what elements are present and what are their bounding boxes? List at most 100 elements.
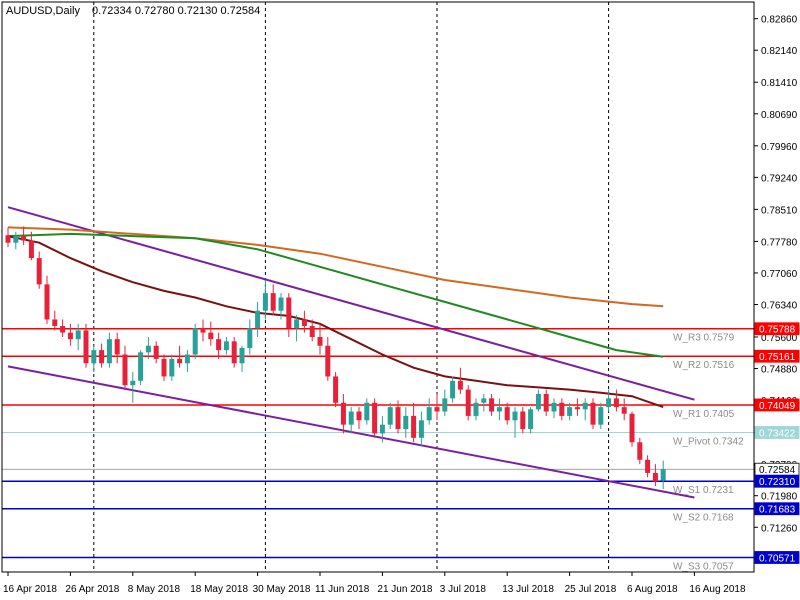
y-tick-label: 0.79240 — [761, 173, 798, 184]
candle-body — [512, 411, 518, 421]
candle-body — [372, 402, 378, 434]
x-tick-label: 11 Jun 2018 — [315, 584, 370, 595]
pivot-levels: W_R3 0.7579 W_R2 0.7516 W_R1 0.7405 W_Pivot… — [2, 327, 754, 572]
candles — [5, 226, 666, 490]
candle-body — [481, 398, 487, 403]
candle-body — [83, 330, 89, 364]
candle-body — [13, 236, 19, 243]
price-tag-box — [754, 474, 800, 488]
x-tick-label: 26 Apr 2018 — [65, 584, 119, 595]
candle-body — [535, 393, 541, 410]
candle-body — [426, 407, 432, 421]
candle-body — [621, 407, 627, 414]
candle-body — [395, 407, 401, 430]
x-tick-label: 18 May 2018 — [190, 584, 248, 595]
candle-body — [543, 393, 549, 412]
x-tick-label: 3 Jul 2018 — [440, 584, 487, 595]
candle-body — [403, 415, 409, 430]
candle-body — [75, 330, 81, 340]
candle-body — [606, 398, 612, 408]
plot-frame — [1, 1, 755, 573]
candle-body — [270, 293, 276, 311]
candle-body — [496, 407, 502, 412]
candle-body — [504, 407, 510, 421]
level-label: W_R3 0.7579 — [673, 333, 735, 344]
candle-body — [434, 407, 440, 412]
candle-body — [528, 409, 534, 430]
candle-body — [130, 380, 136, 386]
candle-body — [161, 358, 167, 377]
candle-body — [286, 297, 292, 329]
candle-body — [411, 415, 417, 438]
level-label: W_R1 0.7405 — [673, 409, 735, 420]
x-tick-label: 6 Aug 2018 — [627, 584, 678, 595]
price-tag-box — [754, 398, 800, 412]
candle-body — [598, 407, 604, 425]
y-tick-label: 0.77060 — [761, 269, 798, 280]
candle-body — [216, 339, 222, 351]
price-tag-label: 0.74049 — [759, 401, 796, 412]
x-tick-label: 16 Apr 2018 — [3, 584, 57, 595]
candle-body — [340, 402, 346, 425]
price-tag-box — [754, 502, 800, 516]
moving-averages — [7, 226, 664, 409]
candle-body — [660, 469, 666, 481]
y-tick-label: 0.82140 — [761, 46, 798, 57]
x-tick-label: 25 Jul 2018 — [565, 584, 617, 595]
price-tag-box — [754, 426, 800, 439]
y-tick-label: 0.78510 — [761, 205, 798, 216]
candle-body — [91, 350, 97, 364]
level-label: W_Pivot 0.7342 — [673, 436, 744, 447]
candle-body — [364, 402, 370, 421]
y-tick-label: 0.77780 — [761, 237, 798, 248]
candle-body — [247, 328, 253, 348]
candle-body — [122, 354, 128, 386]
candle-body — [28, 240, 34, 259]
candle-body — [44, 284, 50, 320]
ohlc-label: 0.72334 0.72780 0.72130 0.72584 — [92, 5, 260, 17]
candle-body — [52, 319, 58, 327]
symbol-label: AUDUSD,Daily — [6, 5, 80, 17]
candle-body — [387, 407, 393, 425]
candle-body — [551, 402, 557, 412]
channel-upper-line — [7, 206, 695, 401]
time-axis: 16 Apr 2018 26 Apr 2018 8 May 2018 18 May 2… — [3, 572, 746, 595]
price-tag-box — [754, 322, 800, 336]
y-tick-label: 0.80690 — [761, 110, 798, 121]
candle-body — [465, 389, 471, 416]
level-label: W_S2 0.7168 — [673, 513, 734, 524]
candle-body — [379, 424, 385, 434]
candle-body — [21, 236, 27, 241]
candle-body — [177, 358, 183, 364]
candle-body — [301, 319, 307, 327]
candle-body — [325, 345, 331, 377]
candle-body — [36, 258, 42, 285]
candle-body — [169, 358, 175, 377]
ma-fast-line — [7, 235, 664, 409]
candle-body — [590, 402, 596, 425]
candle-body — [582, 402, 588, 410]
candle-body — [223, 341, 229, 351]
candle-body — [356, 411, 362, 421]
candle-body — [559, 402, 565, 416]
candle-body — [5, 235, 11, 243]
level-label: W_R2 0.7516 — [673, 360, 735, 371]
candle-body — [567, 407, 573, 416]
candle-body — [473, 402, 479, 416]
y-tick-label: 0.75600 — [761, 333, 798, 344]
candle-body — [208, 332, 214, 340]
candle-body — [114, 339, 120, 355]
candle-body — [418, 420, 424, 438]
price-tag-label: 0.72310 — [759, 477, 796, 488]
x-tick-label: 13 Jul 2018 — [502, 584, 554, 595]
ma-mid-line — [7, 232, 664, 358]
y-tick-label: 0.81410 — [761, 78, 798, 89]
price-tag-label: 0.73422 — [759, 428, 796, 439]
level-label: W_S3 0.7057 — [673, 561, 734, 572]
candle-body — [489, 398, 495, 412]
candle-body — [106, 339, 112, 364]
candle-body — [200, 328, 206, 333]
candle-body — [262, 293, 268, 311]
price-tag-label: 0.75788 — [759, 325, 796, 336]
